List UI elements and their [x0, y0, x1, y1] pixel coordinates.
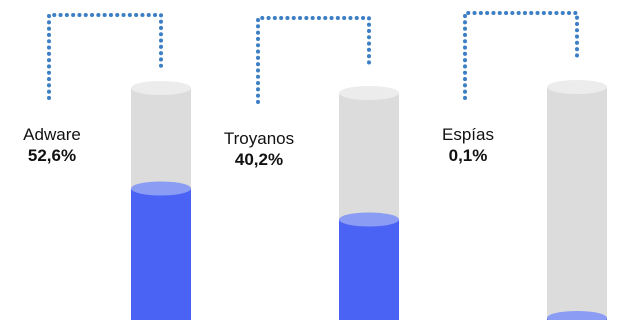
connector-espias — [463, 11, 579, 100]
bar-top-adware — [131, 181, 191, 196]
category-label-troyanos: Troyanos — [223, 129, 295, 148]
bar-troyanos — [339, 219, 399, 320]
bar-top-troyanos — [339, 212, 399, 227]
category-label-adware: Adware — [23, 125, 81, 144]
value-label-troyanos: 40,2% — [234, 150, 284, 170]
tube-espias — [547, 87, 607, 320]
category-label-block-2: Espías 0,1% — [418, 124, 518, 167]
bar-top-espias — [547, 311, 607, 320]
value-label-espias: 0,1% — [448, 146, 488, 166]
tube-top-espias — [547, 80, 607, 94]
connector-troyanos — [256, 16, 371, 104]
category-label-block-0: Adware 52,6% — [2, 124, 102, 167]
tube-top-troyanos — [339, 86, 399, 100]
category-label-block-1: Troyanos 40,2% — [207, 128, 311, 171]
bar-adware — [131, 188, 191, 320]
category-label-espias: Espías — [442, 125, 494, 144]
connector-adware — [47, 13, 163, 100]
tube-top-adware — [131, 81, 191, 95]
value-label-adware: 52,6% — [27, 146, 77, 166]
